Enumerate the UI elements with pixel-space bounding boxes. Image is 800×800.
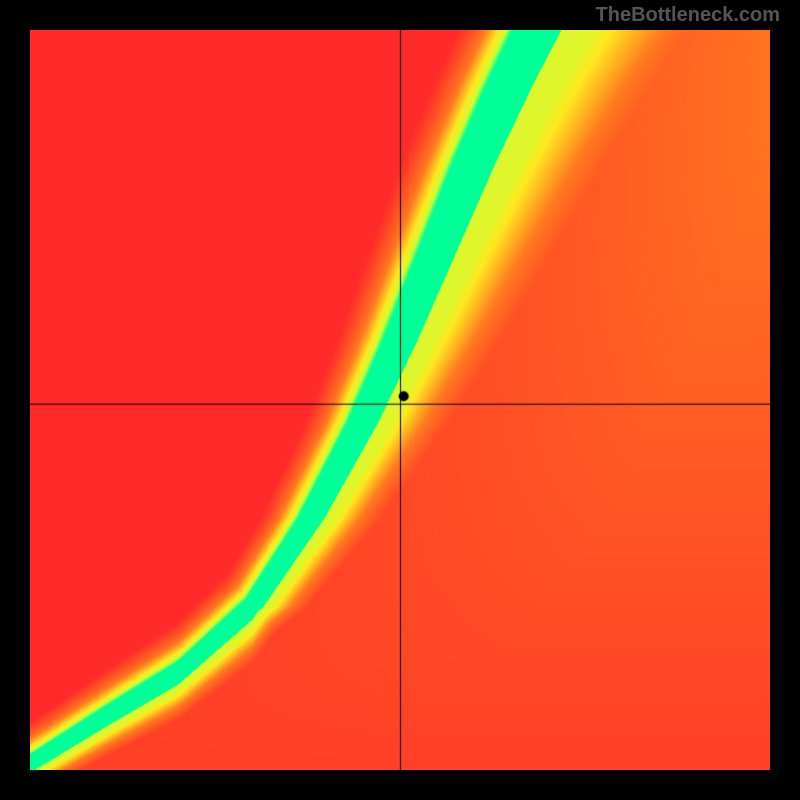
plot-area <box>30 30 770 770</box>
watermark-text: TheBottleneck.com <box>596 4 780 27</box>
heatmap-canvas <box>30 30 770 770</box>
chart-container: TheBottleneck.com <box>0 0 800 800</box>
